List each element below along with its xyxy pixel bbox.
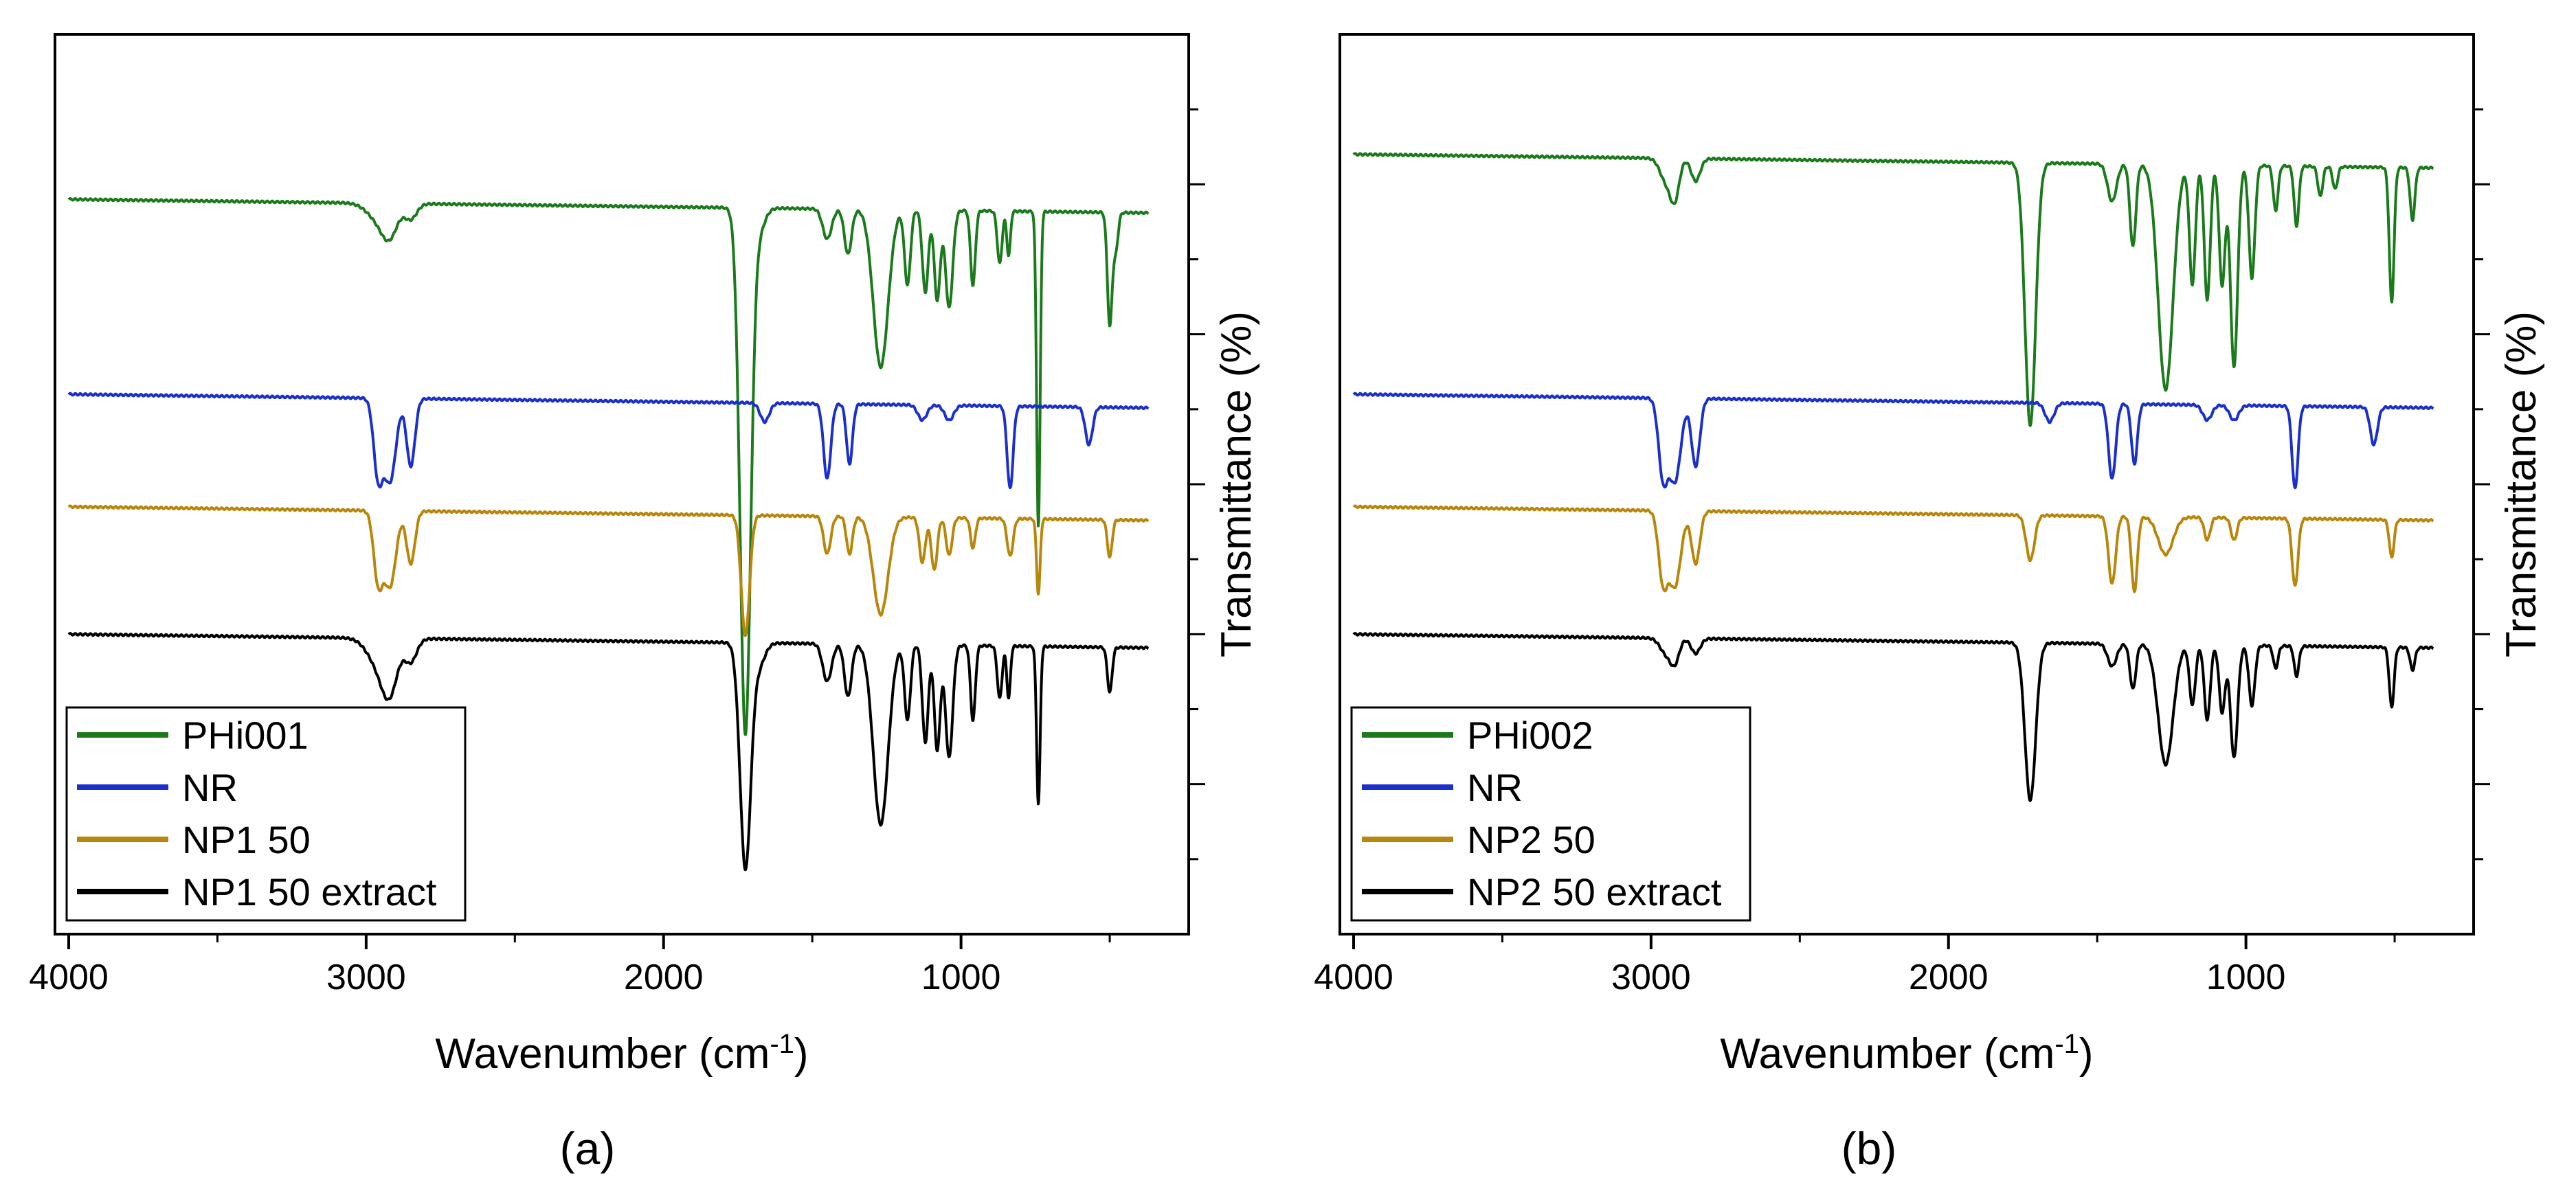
x-axis-label-main-a: Wavenumber (cm: [435, 1030, 770, 1078]
legend-label-a-2: NP1 50: [182, 818, 311, 861]
x-tick-label-a-2: 2000: [624, 957, 704, 997]
x-tick-label-a-1: 3000: [326, 957, 406, 997]
x-axis-label-main-b: Wavenumber (cm: [1720, 1030, 2054, 1078]
x-tick-label-a-3: 1000: [921, 957, 1001, 997]
legend-a: PHi001 NR NP1 50 NP1 50 extract: [65, 706, 467, 922]
series-group-b: [1352, 152, 2434, 802]
x-tick-label-b-3: 1000: [2206, 957, 2286, 997]
x-axis-label-a: Wavenumber (cm-1): [435, 1029, 808, 1078]
legend-box-a: [65, 706, 467, 922]
x-axis-label-close-a: ): [794, 1030, 809, 1078]
legend-b: PHi002 NR NP2 50 NP2 50 extract: [1350, 706, 1751, 922]
series-line-a-2: [67, 504, 1150, 637]
legend-label-b-1: NR: [1467, 766, 1523, 809]
ticks-a: 4000 3000 2000 1000: [29, 108, 1205, 997]
series-line-a-0: [67, 196, 1150, 736]
legend-label-a-0: PHi001: [182, 714, 309, 757]
series-line-a-3: [67, 632, 1150, 872]
panel-label-b: (b): [1841, 1123, 1897, 1174]
x-tick-label-b-0: 4000: [1314, 957, 1393, 997]
x-tick-label-b-1: 3000: [1611, 957, 1691, 997]
series-group-a: [67, 196, 1150, 872]
series-line-b-2: [1352, 504, 2434, 593]
series-line-a-1: [67, 392, 1150, 490]
y-axis-label-b: Transmittance (%): [2498, 311, 2545, 657]
panel-a: 4000 3000 2000 1000 Transmittance (%) Waven…: [29, 33, 1260, 1174]
panel-label-a: (a): [560, 1123, 616, 1174]
x-axis-label-close-b: ): [2079, 1030, 2094, 1078]
ticks-b: 4000 3000 2000 1000: [1314, 108, 2490, 997]
x-tick-label-a-0: 4000: [29, 957, 109, 997]
x-tick-label-b-2: 2000: [1909, 957, 1989, 997]
legend-label-a-3: NP1 50 extract: [182, 870, 437, 914]
panel-b: 4000 3000 2000 1000 Transmittance (%) Waven…: [1314, 33, 2545, 1174]
x-axis-label-b: Wavenumber (cm-1): [1720, 1029, 2093, 1078]
series-line-b-3: [1352, 632, 2434, 802]
legend-label-b-2: NP2 50: [1467, 818, 1595, 861]
legend-label-a-1: NR: [182, 766, 238, 809]
x-axis-label-sup-b: -1: [2054, 1029, 2079, 1059]
legend-label-b-3: NP2 50 extract: [1467, 870, 1722, 914]
series-line-b-1: [1352, 392, 2434, 490]
legend-box-b: [1350, 706, 1751, 922]
x-axis-label-sup-a: -1: [770, 1029, 794, 1059]
legend-label-b-0: PHi002: [1467, 714, 1593, 757]
y-axis-label-a: Transmittance (%): [1213, 311, 1260, 657]
series-line-b-0: [1352, 152, 2434, 427]
